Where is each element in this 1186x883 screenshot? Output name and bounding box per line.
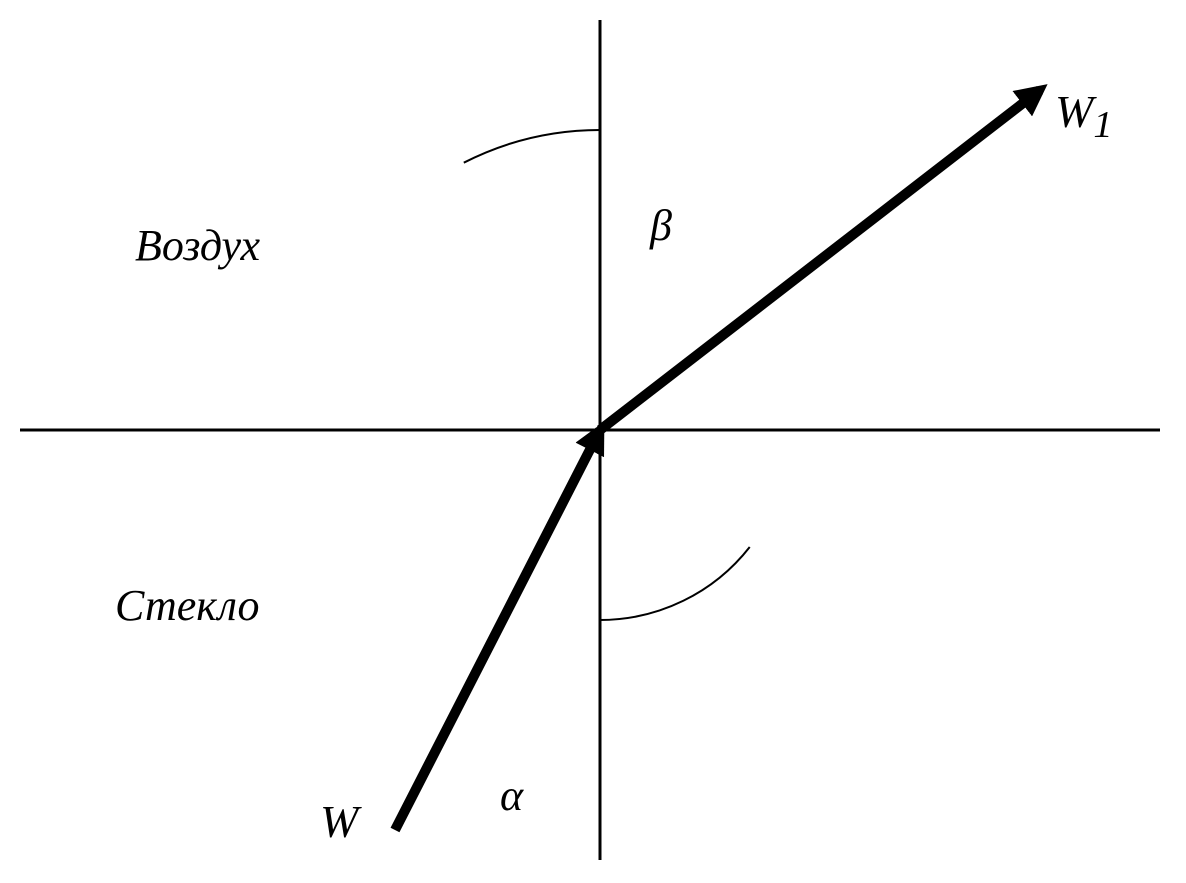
label-beta: β [650,200,672,251]
diagram-svg [0,0,1186,883]
label-refracted-ray-sub: 1 [1093,104,1112,146]
label-lower-medium: Стекло [115,580,259,631]
label-incident-ray: W [320,795,358,848]
label-alpha: α [500,770,523,821]
label-upper-medium: Воздух [135,220,260,271]
diagram-stage: Воздух Стекло α β W W1 [0,0,1186,883]
label-refracted-ray-base: W [1055,86,1093,137]
label-refracted-ray: W1 [1055,85,1113,147]
